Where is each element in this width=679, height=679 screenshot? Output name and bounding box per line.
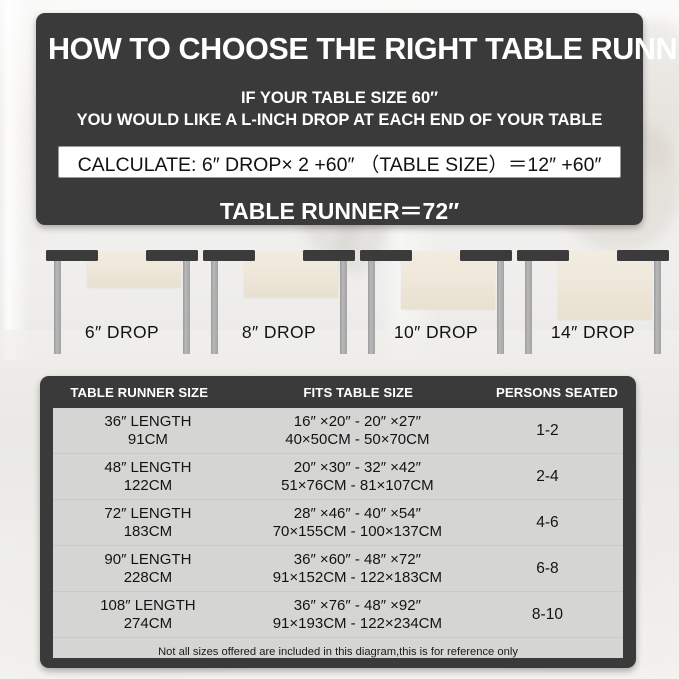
calculation-text: CALCULATE: 6″ DROP× 2 +60″ （TABLE SIZE）＝… (77, 153, 602, 176)
runner-size-inches: 108″ LENGTH (100, 597, 196, 615)
cell-runner-size: 108″ LENGTH 274CM (53, 597, 243, 632)
drop-unit: 10″ DROP (356, 236, 516, 366)
header-panel: HOW TO CHOOSE THE RIGHT TABLE RUNNER IF … (36, 13, 679, 225)
runner-cloth (558, 251, 652, 319)
table-leg-right (340, 261, 347, 354)
cell-fits-table-size: 20″ ×30″ - 32″ ×42″ 51×76CM - 81×107CM (243, 459, 472, 494)
drop-label: 14″ DROP (550, 322, 636, 342)
cell-runner-size: 90″ LENGTH 228CM (53, 551, 243, 586)
column-header-persons-seated: PERSONS SEATED (495, 384, 619, 400)
table-top-right (460, 250, 512, 261)
cell-fits-table-size: 36″ ×60″ - 48″ ×72″ 91×152CM - 122×183CM (243, 551, 472, 586)
runner-size-inches: 72″ LENGTH (104, 505, 192, 523)
fits-size-inches: 36″ ×76″ - 48″ ×92″ (293, 597, 421, 615)
fits-size-cm: 51×76CM - 81×107CM (281, 476, 434, 494)
cell-persons-seated: 1-2 (536, 421, 559, 439)
drop-unit: 8″ DROP (199, 236, 359, 366)
fits-size-inches: 16″ ×20″ - 20″ ×27″ (293, 413, 421, 431)
fits-size-cm: 40×50CM - 50×70CM (285, 430, 430, 448)
table-leg-left (211, 261, 218, 354)
table-leg-right (497, 261, 504, 354)
drop-label: 6″ DROP (84, 322, 160, 342)
subtitle-line-2: YOU WOULD LIKE A L-INCH DROP AT EACH END… (76, 111, 603, 130)
table-row: 36″ LENGTH 91CM 16″ ×20″ - 20″ ×27″ 40×50CM… (53, 408, 623, 454)
drop-diagram: 6″ DROP 8″ DROP 10″ DROP 14″ DROP (0, 236, 679, 366)
table-footnote-row: Not all sizes offered are included in th… (53, 638, 623, 658)
fits-size-cm: 91×152CM - 122×183CM (272, 568, 442, 586)
cell-persons-seated: 4-6 (536, 513, 559, 531)
subtitle-line-1: IF YOUR TABLE SIZE 60″ (240, 88, 439, 107)
runner-size-cm: 91CM (127, 430, 168, 448)
table-body: 36″ LENGTH 91CM 16″ ×20″ - 20″ ×27″ 40×50CM… (53, 408, 623, 658)
table-leg-right (183, 261, 190, 354)
runner-size-inches: 36″ LENGTH (104, 413, 192, 431)
page-title: HOW TO CHOOSE THE RIGHT TABLE RUNNER (48, 32, 679, 66)
fits-size-inches: 36″ ×60″ - 48″ ×72″ (293, 551, 421, 569)
table-top-right (617, 250, 669, 261)
table-top-left (203, 250, 255, 261)
table-top-left (46, 250, 98, 261)
table-top-right (146, 250, 198, 261)
table-row: 72″ LENGTH 183CM 28″ ×46″ - 40″ ×54″ 70×155… (53, 500, 623, 546)
table-row: 108″ LENGTH 274CM 36″ ×76″ - 48″ ×92″ 91×19… (53, 592, 623, 638)
column-header-runner-size: TABLE RUNNER SIZE (70, 384, 209, 400)
table-row: 48″ LENGTH 122CM 20″ ×30″ - 32″ ×42″ 51×76C… (53, 454, 623, 500)
table-top-right (303, 250, 355, 261)
fits-size-inches: 20″ ×30″ - 32″ ×42″ (293, 459, 421, 477)
runner-size-inches: 48″ LENGTH (104, 459, 192, 477)
table-header-row: TABLE RUNNER SIZE FITS TABLE SIZE PERSON… (40, 376, 636, 405)
column-header-fits-table-size: FITS TABLE SIZE (303, 384, 414, 400)
cell-fits-table-size: 36″ ×76″ - 48″ ×92″ 91×193CM - 122×234CM (243, 597, 472, 632)
cell-fits-table-size: 28″ ×46″ - 40″ ×54″ 70×155CM - 100×137CM (243, 505, 472, 540)
runner-size-cm: 122CM (123, 476, 173, 494)
runner-size-cm: 274CM (123, 614, 173, 632)
table-leg-left (368, 261, 375, 354)
cell-runner-size: 72″ LENGTH 183CM (53, 505, 243, 540)
runner-result-text: TABLE RUNNER＝72″ (219, 198, 460, 225)
table-top-left (360, 250, 412, 261)
runner-size-cm: 183CM (123, 522, 173, 540)
fits-size-cm: 91×193CM - 122×234CM (272, 614, 442, 632)
table-leg-left (54, 261, 61, 354)
cell-fits-table-size: 16″ ×20″ - 20″ ×27″ 40×50CM - 50×70CM (243, 413, 472, 448)
cell-persons-seated: 8-10 (531, 605, 563, 623)
runner-size-cm: 228CM (123, 568, 173, 586)
cell-persons-seated: 2-4 (536, 467, 559, 485)
table-top-left (517, 250, 569, 261)
calculation-box: CALCULATE: 6″ DROP× 2 +60″ （TABLE SIZE）＝… (58, 146, 621, 179)
drop-label: 8″ DROP (241, 322, 317, 342)
size-table-panel: TABLE RUNNER SIZE FITS TABLE SIZE PERSON… (40, 376, 636, 668)
fits-size-cm: 70×155CM - 100×137CM (272, 522, 442, 540)
table-row: 90″ LENGTH 228CM 36″ ×60″ - 48″ ×72″ 91×152… (53, 546, 623, 592)
table-leg-left (525, 261, 532, 354)
drop-unit: 14″ DROP (513, 236, 673, 366)
table-footnote: Not all sizes offered are included in th… (158, 645, 518, 658)
drop-label: 10″ DROP (393, 322, 479, 342)
fits-size-inches: 28″ ×46″ - 40″ ×54″ (293, 505, 421, 523)
cell-runner-size: 48″ LENGTH 122CM (53, 459, 243, 494)
runner-size-inches: 90″ LENGTH (104, 551, 192, 569)
table-leg-right (654, 261, 661, 354)
cell-runner-size: 36″ LENGTH 91CM (53, 413, 243, 448)
drop-unit: 6″ DROP (42, 236, 202, 366)
cell-persons-seated: 6-8 (536, 559, 559, 577)
